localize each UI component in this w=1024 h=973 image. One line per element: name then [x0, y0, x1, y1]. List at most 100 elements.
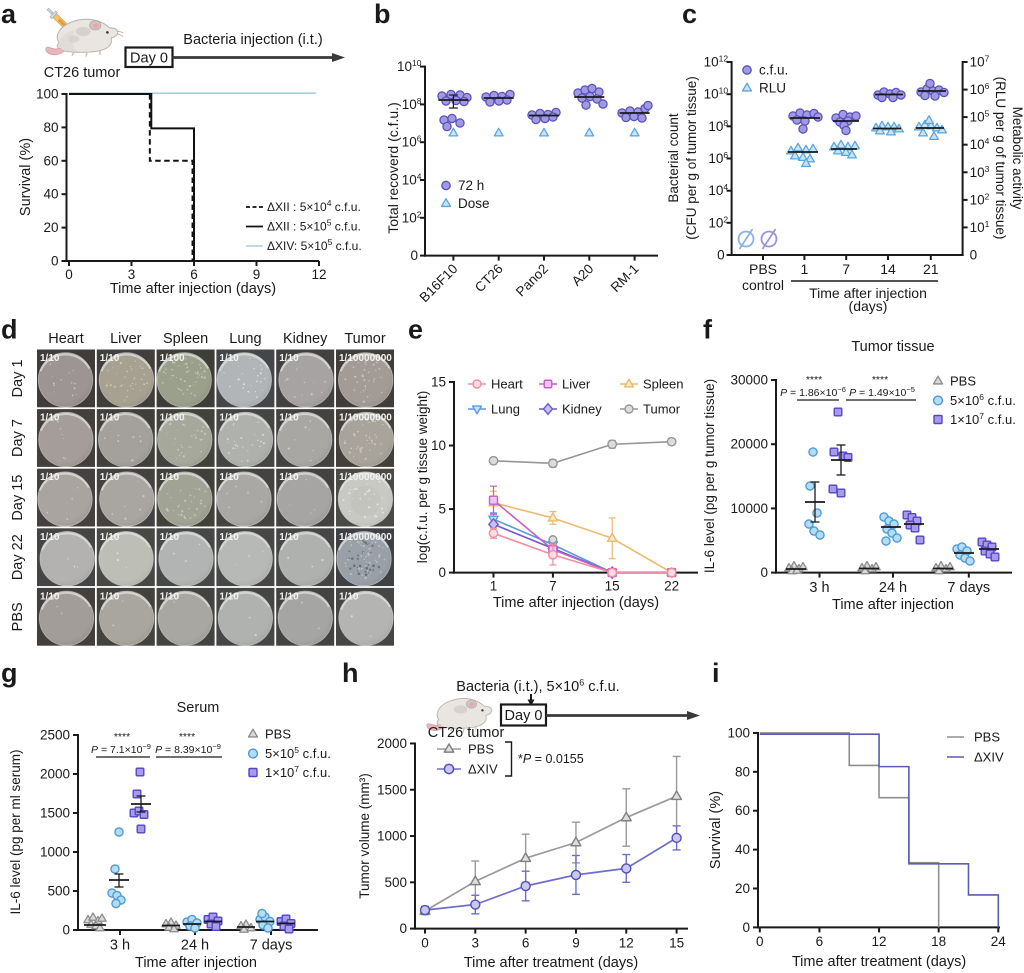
svg-text:Heart: Heart — [491, 377, 523, 392]
svg-text:Tumor: Tumor — [643, 402, 681, 417]
svg-text:1/10: 1/10 — [219, 532, 239, 543]
svg-text:Tumor volume (mm³): Tumor volume (mm³) — [357, 773, 372, 899]
svg-text:24 h: 24 h — [879, 580, 907, 596]
svg-text:15: 15 — [431, 374, 446, 389]
svg-text:*P = 0.0155: *P = 0.0155 — [518, 752, 584, 766]
svg-text:500: 500 — [47, 884, 70, 899]
svg-text:20: 20 — [735, 881, 750, 896]
svg-text:1/10: 1/10 — [160, 591, 180, 602]
svg-text:Survival (%): Survival (%) — [708, 791, 724, 869]
svg-text:Lung: Lung — [229, 331, 261, 347]
svg-text:PBS: PBS — [265, 727, 291, 742]
svg-text:c: c — [682, 0, 697, 29]
svg-text:12: 12 — [619, 936, 634, 951]
svg-text:10000: 10000 — [730, 501, 768, 516]
svg-text:1/10: 1/10 — [279, 591, 299, 602]
svg-text:Day 7: Day 7 — [10, 419, 26, 457]
svg-text:PBS: PBS — [749, 261, 777, 277]
svg-text:5×106 c.f.u.: 5×106 c.f.u. — [950, 392, 1016, 408]
svg-text:1000: 1000 — [40, 845, 70, 860]
svg-text:Time after injection: Time after injection — [135, 955, 257, 971]
svg-text:21: 21 — [923, 261, 939, 277]
svg-text:f: f — [703, 315, 713, 345]
svg-text:1/10: 1/10 — [219, 413, 239, 424]
svg-text:24: 24 — [991, 934, 1007, 949]
svg-text:104: 104 — [708, 182, 728, 198]
svg-text:1/10: 1/10 — [40, 353, 60, 364]
svg-text:ΔXIV: 5×105 c.f.u.: ΔXIV: 5×105 c.f.u. — [267, 237, 362, 253]
svg-text:101: 101 — [970, 219, 990, 235]
svg-text:CT26 tumor: CT26 tumor — [44, 65, 121, 81]
svg-text:1/10000000: 1/10000000 — [339, 532, 392, 543]
svg-text:RLU: RLU — [759, 81, 786, 96]
svg-text:7 days: 7 days — [250, 938, 293, 954]
svg-text:1/10: 1/10 — [219, 353, 239, 364]
svg-text:72 h: 72 h — [458, 178, 484, 193]
svg-text:g: g — [1, 658, 18, 688]
svg-text:CT26 tumor: CT26 tumor — [428, 725, 505, 741]
svg-text:****: **** — [179, 731, 195, 743]
svg-text:Lung: Lung — [491, 402, 520, 417]
svg-text:22: 22 — [664, 579, 679, 594]
svg-text:0: 0 — [399, 921, 407, 936]
svg-text:20000: 20000 — [730, 437, 768, 452]
svg-text:****: **** — [806, 374, 822, 386]
svg-text:Total recoverd (c.f.u.): Total recoverd (c.f.u.) — [385, 102, 401, 234]
svg-text:20: 20 — [43, 220, 58, 235]
svg-text:1/10: 1/10 — [100, 353, 120, 364]
svg-text:IL-6 level (pg per ml serum): IL-6 level (pg per ml serum) — [8, 749, 23, 914]
svg-text:ΔXII : 5×105 c.f.u.: ΔXII : 5×105 c.f.u. — [267, 218, 361, 234]
svg-text:0: 0 — [62, 923, 70, 938]
svg-text:ΔXIV: ΔXIV — [974, 750, 1004, 765]
svg-text:40: 40 — [735, 842, 750, 857]
svg-text:1: 1 — [490, 579, 498, 594]
svg-text:1/10: 1/10 — [40, 472, 60, 483]
svg-text:Heart: Heart — [48, 331, 83, 347]
svg-text:80: 80 — [735, 764, 750, 779]
svg-text:1/10: 1/10 — [40, 591, 60, 602]
svg-text:1/10: 1/10 — [219, 472, 239, 483]
svg-text:1/10: 1/10 — [279, 353, 299, 364]
svg-text:Tumor: Tumor — [344, 331, 386, 347]
svg-text:15: 15 — [605, 579, 620, 594]
svg-text:P = 7.1×10−9: P = 7.1×10−9 — [91, 742, 151, 756]
svg-text:h: h — [342, 658, 359, 688]
svg-text:3: 3 — [472, 936, 480, 951]
svg-text:0: 0 — [717, 248, 725, 263]
svg-text:Day 22: Day 22 — [10, 534, 26, 580]
svg-text:105: 105 — [970, 109, 990, 125]
svg-text:Bacterial count: Bacterial count — [666, 113, 681, 203]
svg-text:100: 100 — [36, 87, 59, 102]
svg-text:2500: 2500 — [40, 728, 70, 743]
svg-text:1/10: 1/10 — [160, 532, 180, 543]
svg-text:0: 0 — [65, 267, 73, 282]
svg-text:ΔXIV: ΔXIV — [468, 762, 498, 777]
svg-text:0: 0 — [51, 254, 59, 269]
svg-text:****: **** — [872, 374, 888, 386]
svg-text:1/10: 1/10 — [100, 472, 120, 483]
svg-text:1000: 1000 — [377, 829, 407, 844]
svg-text:control: control — [742, 277, 784, 293]
svg-text:1/10: 1/10 — [100, 591, 120, 602]
svg-text:108: 108 — [402, 96, 422, 112]
svg-text:18: 18 — [931, 934, 946, 949]
svg-text:log(c.f.u. per g tissue weight: log(c.f.u. per g tissue weight) — [415, 391, 430, 564]
svg-text:102: 102 — [402, 209, 422, 225]
svg-text:Day 0: Day 0 — [130, 51, 168, 67]
svg-text:15: 15 — [669, 936, 684, 951]
svg-text:Survival (%): Survival (%) — [18, 138, 34, 216]
svg-text:60: 60 — [735, 803, 750, 818]
svg-text:100: 100 — [727, 725, 750, 740]
svg-text:(RLU per g of tumor tissue): (RLU per g of tumor tissue) — [993, 77, 1008, 240]
svg-text:5: 5 — [438, 502, 446, 517]
svg-text:d: d — [1, 315, 18, 345]
svg-text:2000: 2000 — [377, 736, 407, 751]
svg-text:IL-6 level (pg per g tumor tis: IL-6 level (pg per g tumor tissue) — [702, 379, 717, 573]
svg-text:Spleen: Spleen — [643, 377, 683, 392]
svg-text:1/10: 1/10 — [40, 413, 60, 424]
svg-text:(days): (days) — [849, 298, 888, 314]
svg-text:0: 0 — [421, 936, 429, 951]
svg-text:24 h: 24 h — [181, 938, 209, 954]
svg-text:6: 6 — [190, 267, 198, 282]
svg-text:102: 102 — [970, 191, 990, 207]
